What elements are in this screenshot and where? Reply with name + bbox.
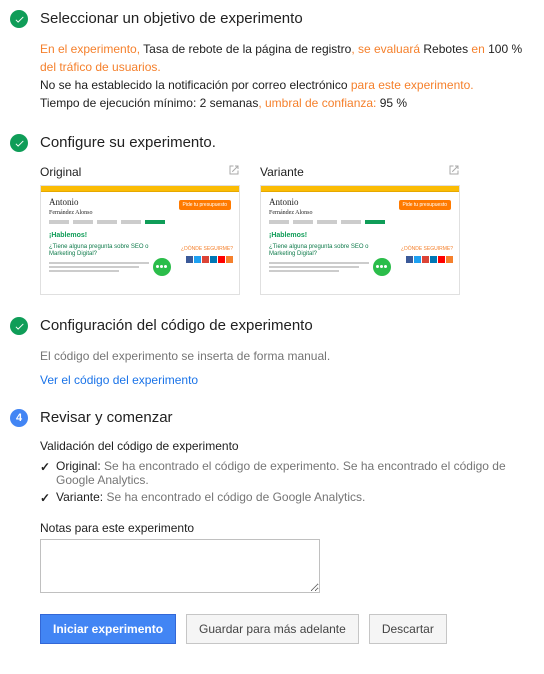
- step-number-icon: 4: [10, 409, 28, 427]
- step-title: Configure su experimento.: [40, 134, 534, 152]
- notes-textarea[interactable]: [40, 539, 320, 593]
- step-body: En el experimento, Tasa de rebote de la …: [40, 40, 534, 112]
- step-code: Configuración del código de experimento …: [10, 317, 534, 387]
- step-title: Revisar y comenzar: [40, 409, 534, 427]
- variants-row: Original AntonioFernández Alonso Pide tu…: [40, 164, 534, 295]
- popout-icon[interactable]: [448, 164, 460, 179]
- variant-label: Variante: [260, 165, 304, 179]
- validation-original: ✓ Original: Se ha encontrado el código d…: [40, 459, 534, 487]
- step-configure: Configure su experimento. Original Anton…: [10, 134, 534, 295]
- discard-button[interactable]: Descartar: [369, 614, 447, 644]
- variant-original: Original AntonioFernández Alonso Pide tu…: [40, 164, 240, 295]
- variant-thumbnail[interactable]: AntonioFernández Alonso Pide tu presupue…: [260, 185, 460, 295]
- popout-icon[interactable]: [228, 164, 240, 179]
- notes-label: Notas para este experimento: [40, 521, 534, 535]
- variant-label: Original: [40, 165, 81, 179]
- checkmark-icon: ✓: [40, 459, 50, 476]
- start-experiment-button[interactable]: Iniciar experimento: [40, 614, 176, 644]
- step-body: El código del experimento se inserta de …: [40, 347, 534, 365]
- check-icon: [10, 134, 28, 152]
- check-icon: [10, 317, 28, 335]
- validation-title: Validación del código de experimento: [40, 439, 534, 453]
- view-code-link[interactable]: Ver el código del experimento: [40, 373, 198, 387]
- step-review: 4 Revisar y comenzar Validación del códi…: [10, 409, 534, 644]
- checkmark-icon: ✓: [40, 490, 50, 507]
- step-objective: Seleccionar un objetivo de experimento E…: [10, 10, 534, 112]
- check-icon: [10, 10, 28, 28]
- save-later-button[interactable]: Guardar para más adelante: [186, 614, 359, 644]
- action-bar: Iniciar experimento Guardar para más ade…: [40, 614, 534, 644]
- step-title: Seleccionar un objetivo de experimento: [40, 10, 534, 28]
- step-title: Configuración del código de experimento: [40, 317, 534, 335]
- validation-variant: ✓ Variante: Se ha encontrado el código d…: [40, 490, 534, 507]
- variant-thumbnail[interactable]: AntonioFernández Alonso Pide tu presupue…: [40, 185, 240, 295]
- variant-b: Variante AntonioFernández Alonso Pide tu…: [260, 164, 460, 295]
